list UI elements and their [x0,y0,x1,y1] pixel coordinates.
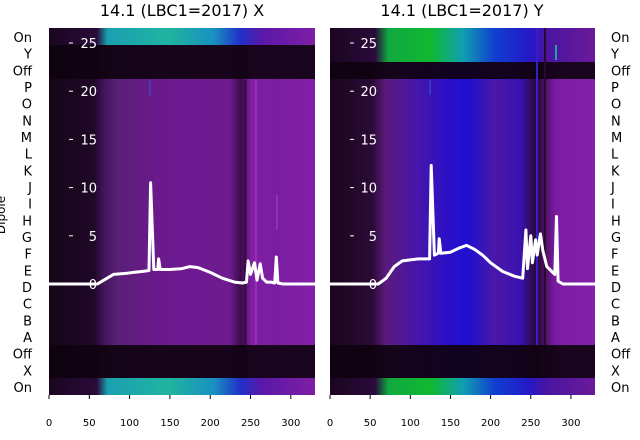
x-tick-label: 300 [561,418,580,429]
overlay-tick-label: 20 [80,85,97,100]
row-label: P [611,81,619,96]
panel-y: 14.1 (LBC1=2017) Y OnYOffPONMLKJIHGFEDCB… [327,1,631,429]
row-label: On [611,31,629,46]
row-label: D [611,281,621,296]
row-label: C [611,298,620,313]
row-label: On [611,381,629,396]
band-on-top-y [330,28,595,62]
row-label: X [611,364,620,379]
row-label: N [22,114,32,129]
row-label: G [22,231,32,246]
heatmap-area-x [49,28,315,395]
overlay-tick-label: 15 [80,133,97,148]
row-label: H [611,214,621,229]
row-label: A [611,331,620,346]
overlay-tick-label: 5 [369,230,377,245]
overlay-tick-label: 10 [360,182,377,197]
x-ticks-x: 0 50 100 150 200 250 300 [46,395,300,429]
row-label: F [25,248,32,263]
row-label: M [21,131,32,146]
row-label: Y [610,48,619,63]
row-label: Off [611,64,631,79]
row-label: D [22,281,32,296]
panel-title-y: 14.1 (LBC1=2017) Y [380,1,543,20]
row-label: On [14,31,32,46]
heatmap-area-y [330,28,595,395]
row-label: A [23,331,32,346]
row-label: On [14,381,32,396]
panel-title-x: 14.1 (LBC1=2017) X [100,1,264,20]
band-dark-top-y [330,62,595,79]
row-label: Y [23,48,32,63]
row-label: K [611,164,620,179]
row-label: O [22,98,32,113]
band-on-bottom-x [49,378,315,395]
overlay-tick-label: 10 [80,182,97,197]
row-label: B [611,314,620,329]
x-tick-label: 0 [46,418,52,429]
row-label: H [22,214,32,229]
row-label: J [610,181,615,196]
x-tick-label: 50 [364,418,377,429]
x-tick-label: 200 [481,418,500,429]
row-label: E [611,264,619,279]
overlay-tick-label: 20 [360,85,377,100]
band-on-top-x [49,28,315,45]
x-tick-label: 50 [83,418,96,429]
band-dark-bottom-y [330,345,595,378]
row-label: K [23,164,32,179]
row-label: Off [13,64,33,79]
row-label: G [611,231,621,246]
overlay-tick-label: 15 [360,133,377,148]
row-label: J [27,181,32,196]
x-tick-label: 100 [401,418,420,429]
x-ticks-y: 0 50 100 150 200 250 300 [327,395,580,429]
x-tick-label: 250 [521,418,540,429]
overlay-tick-label: 5 [89,230,97,245]
row-label: E [24,264,32,279]
row-label: C [23,298,32,313]
x-tick-label: 250 [241,418,260,429]
row-label: O [611,98,621,113]
row-label: B [23,314,32,329]
row-label: M [611,131,622,146]
x-tick-label: 200 [201,418,220,429]
overlay-line-x [49,181,315,286]
panel-x: 14.1 (LBC1=2017) X OnYOffPONMLKJIHGFEDCB… [0,1,315,429]
band-dark-bottom-x [49,345,315,378]
x-tick-label: 150 [160,418,179,429]
x-tick-label: 300 [281,418,300,429]
row-label: L [611,148,619,163]
row-label: F [611,248,618,263]
row-label: L [25,148,33,163]
row-label: Off [13,348,33,363]
band-dark-top-x [49,45,315,79]
y-axis-label: Dipole [0,196,8,234]
x-tick-label: 150 [441,418,460,429]
row-label: X [23,364,32,379]
row-label: I [28,198,32,213]
x-tick-label: 0 [327,418,333,429]
overlay-tick-label: 25 [80,37,97,52]
overlay-line-y [330,163,595,286]
overlay-tick-label: 25 [360,37,377,52]
row-label: P [24,81,32,96]
x-tick-label: 100 [120,418,139,429]
row-label: Off [611,348,631,363]
row-label: I [611,198,615,213]
row-label: N [611,114,621,129]
band-on-bottom-y [330,378,595,395]
